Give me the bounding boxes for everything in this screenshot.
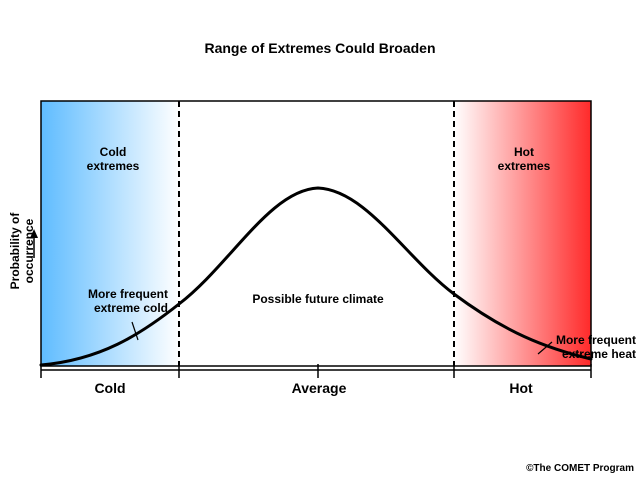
extreme-heat-line1: More frequent xyxy=(555,333,636,347)
hot-extremes-line1: Hot xyxy=(514,145,534,159)
hot-region xyxy=(454,101,591,366)
diagram-title: Range of Extremes Could Broaden xyxy=(204,40,436,56)
extreme-heat-line2: extreme heat xyxy=(561,347,636,361)
cold-extremes-line2: extremes xyxy=(86,159,140,173)
extreme-cold-annotation: More frequent extreme cold xyxy=(60,287,168,315)
hot-extremes-line2: extremes xyxy=(497,159,551,173)
hot-extremes-label: Hot extremes xyxy=(489,145,559,173)
cold-region xyxy=(41,101,179,366)
y-axis-label: Probability of occurrence xyxy=(8,212,36,290)
y-axis-arrow xyxy=(30,229,38,258)
x-axis xyxy=(40,364,592,378)
x-axis-label-cold: Cold xyxy=(94,380,126,396)
x-axis-label-average: Average xyxy=(291,380,347,396)
cold-extremes-label: Cold extremes xyxy=(78,145,148,173)
extreme-cold-line2: extreme cold xyxy=(93,301,168,315)
x-axis-label-hot: Hot xyxy=(509,380,533,396)
future-climate-label: Possible future climate xyxy=(252,292,384,306)
cold-extremes-line1: Cold xyxy=(99,145,127,159)
distribution-curve xyxy=(39,186,593,367)
extreme-cold-line1: More frequent xyxy=(87,287,168,301)
cold-annotation-leader xyxy=(131,321,139,341)
heat-annotation-leader xyxy=(537,341,553,355)
plot-frame xyxy=(40,100,592,367)
extreme-heat-annotation: More frequent extreme heat xyxy=(530,333,636,361)
credit-text: ©The COMET Program xyxy=(526,463,634,474)
